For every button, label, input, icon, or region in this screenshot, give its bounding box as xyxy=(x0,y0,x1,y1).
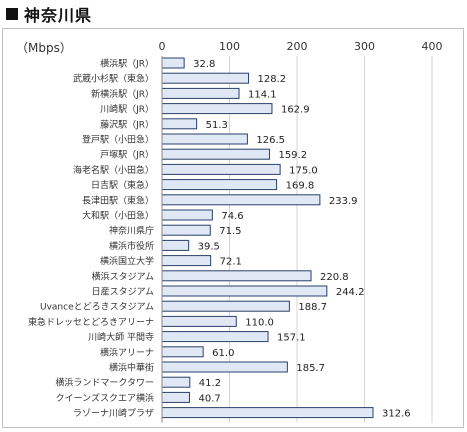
category-label: 横浜中華街 xyxy=(109,362,154,374)
bar xyxy=(161,209,213,221)
bar xyxy=(161,407,374,419)
value-label: 220.8 xyxy=(320,272,349,283)
bar xyxy=(161,57,185,69)
category-label: 日吉駅（東急） xyxy=(91,179,154,191)
bar xyxy=(161,239,190,251)
bar xyxy=(161,179,278,191)
bar xyxy=(161,376,191,388)
category-label: 海老名駅（小田急） xyxy=(73,164,154,176)
x-tick-label: 100 xyxy=(219,40,240,53)
value-label: 110.0 xyxy=(245,317,274,328)
bar xyxy=(161,224,211,236)
value-label: 185.7 xyxy=(296,363,325,374)
value-label: 128.2 xyxy=(258,74,287,85)
x-axis-ticks: 0 100 200 300 400 xyxy=(159,40,443,53)
category-label: 登戸駅（小田急） xyxy=(82,134,154,146)
value-label: 74.6 xyxy=(221,211,243,222)
value-label: 72.1 xyxy=(220,257,242,268)
value-label: 39.5 xyxy=(198,241,220,252)
value-labels: 32.8 128.2 114.1 162.9 51.3 126.5 159.2 175.0 16… xyxy=(193,59,411,420)
bar xyxy=(161,148,270,160)
value-label: 51.3 xyxy=(206,120,228,131)
category-label: 新横浜駅（JR） xyxy=(91,88,154,100)
value-label: 233.9 xyxy=(329,196,358,207)
value-label: 71.5 xyxy=(219,226,241,237)
bar xyxy=(161,315,237,327)
bar xyxy=(161,72,250,84)
category-label: 横浜駅（JR） xyxy=(100,58,154,70)
x-tick-label: 300 xyxy=(354,40,375,53)
unit-label: （Mbps） xyxy=(16,41,72,55)
category-label: 東急ドレッセとどろきアリーナ xyxy=(28,316,154,328)
bar xyxy=(161,163,281,175)
category-label: 横浜国立大学 xyxy=(100,255,154,267)
category-label: 日産スタジアム xyxy=(92,286,154,298)
category-label: 大和駅（小田急） xyxy=(82,210,154,222)
bar xyxy=(161,300,290,312)
bar xyxy=(161,87,240,99)
bar xyxy=(161,133,248,145)
bars xyxy=(161,57,374,419)
category-label: 武蔵小杉駅（東急） xyxy=(73,73,154,85)
value-label: 126.5 xyxy=(256,135,285,146)
x-tick-label: 400 xyxy=(422,40,443,53)
value-label: 159.2 xyxy=(278,150,307,161)
value-label: 40.7 xyxy=(198,393,220,404)
category-label: 横浜スタジアム xyxy=(92,270,154,282)
category-label: 横浜アリーナ xyxy=(100,346,154,358)
chart-frame xyxy=(2,28,464,428)
bar xyxy=(161,346,204,358)
bar xyxy=(161,118,198,130)
chart-title-row: 神奈川県 xyxy=(6,2,92,26)
value-label: 175.0 xyxy=(289,165,318,176)
bar xyxy=(161,361,288,373)
category-label: 横浜市役所 xyxy=(109,240,154,252)
title-square-icon xyxy=(6,8,18,20)
category-label: 横浜ランドマークタワー xyxy=(55,377,154,389)
value-label: 312.6 xyxy=(382,409,411,420)
category-label: 長津田駅（東急） xyxy=(82,194,154,206)
bar xyxy=(161,103,273,115)
value-label: 162.9 xyxy=(281,105,310,116)
value-label: 188.7 xyxy=(298,302,327,313)
category-labels: 横浜駅（JR） 武蔵小杉駅（東急） 新横浜駅（JR） 川崎駅（JR） 藤沢駅（JR） 登戸… xyxy=(28,58,154,420)
value-label: 169.8 xyxy=(286,181,315,192)
bar xyxy=(161,331,269,343)
bar xyxy=(161,194,321,206)
chart-title: 神奈川県 xyxy=(24,6,93,25)
x-tick-label: 0 xyxy=(159,40,166,53)
bar xyxy=(161,270,312,282)
value-label: 32.8 xyxy=(193,59,215,70)
value-label: 114.1 xyxy=(248,89,277,100)
value-label: 41.2 xyxy=(199,378,221,389)
bar xyxy=(161,255,212,267)
value-label: 244.2 xyxy=(336,287,365,298)
bar xyxy=(161,285,328,297)
value-label: 157.1 xyxy=(277,333,306,344)
category-label: ラゾーナ川崎プラザ xyxy=(73,407,154,419)
category-label: 藤沢駅（JR） xyxy=(100,118,154,130)
bar xyxy=(161,391,190,403)
value-label: 61.0 xyxy=(212,348,234,359)
category-label: 神奈川県庁 xyxy=(109,225,154,237)
x-tick-label: 200 xyxy=(287,40,308,53)
category-label: Uvanceとどろきスタジアム xyxy=(40,302,154,313)
category-label: 戸塚駅（JR） xyxy=(100,150,154,161)
category-label: クイーンズスクエア横浜 xyxy=(56,392,154,404)
category-label: 川崎駅（JR） xyxy=(100,103,154,115)
category-label: 川崎大師 平間寺 xyxy=(88,331,154,343)
